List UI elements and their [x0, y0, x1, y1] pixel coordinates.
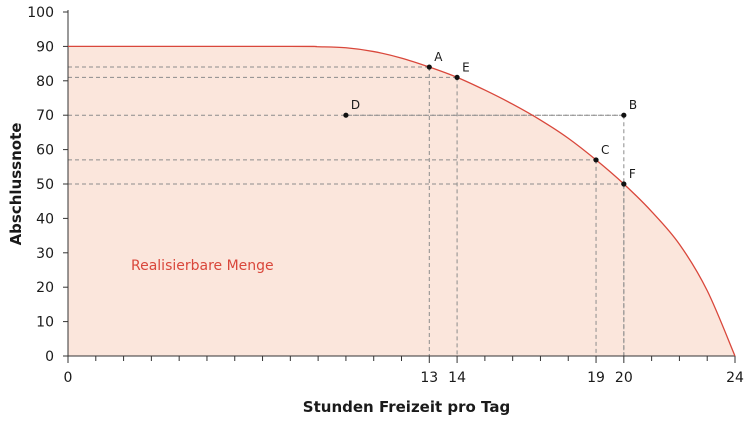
region-label: Realisierbare Menge	[131, 258, 274, 274]
y-tick-label: 40	[36, 211, 54, 227]
x-tick-label: 14	[448, 370, 466, 386]
y-tick-label: 20	[36, 280, 54, 296]
point-c	[593, 157, 599, 163]
y-tick-label: 30	[36, 246, 54, 262]
y-tick-label: 70	[36, 108, 54, 124]
point-b	[621, 112, 627, 118]
point-label-d: D	[351, 98, 360, 112]
point-label-e: E	[462, 60, 470, 74]
y-tick-label: 10	[36, 315, 54, 331]
x-tick-label: 20	[615, 370, 633, 386]
x-tick-label: 24	[726, 370, 744, 386]
x-tick-label: 19	[587, 370, 605, 386]
y-tick-label: 60	[36, 143, 54, 159]
point-label-b: B	[629, 98, 637, 112]
x-tick-label: 13	[420, 370, 438, 386]
feasible-area	[68, 46, 735, 357]
y-tick-label: 100	[27, 5, 54, 21]
y-tick-label: 80	[36, 74, 54, 90]
x-tick-label: 0	[64, 370, 73, 386]
point-f	[621, 181, 627, 187]
point-label-c: C	[601, 143, 609, 157]
point-d	[343, 112, 349, 118]
point-a	[426, 64, 432, 70]
point-label-a: A	[434, 50, 443, 64]
x-axis-title: Stunden Freizeit pro Tag	[303, 398, 510, 416]
point-label-f: F	[629, 167, 636, 181]
y-tick-label: 50	[36, 177, 54, 193]
point-e	[454, 74, 460, 80]
y-axis-title: Abschlussnote	[7, 123, 25, 246]
y-tick-label: 90	[36, 39, 54, 55]
ppf-curve	[67, 45, 736, 357]
y-tick-label: 0	[45, 349, 54, 365]
